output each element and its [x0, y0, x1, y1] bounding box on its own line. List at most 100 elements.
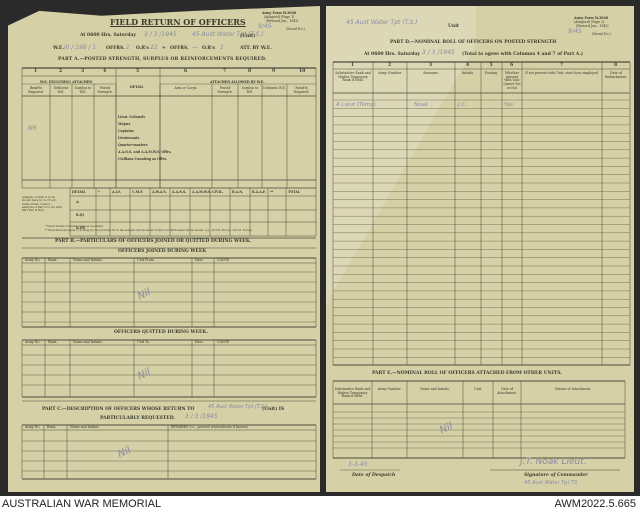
column-number: 2 — [59, 69, 63, 74]
part-e-header: Army Number. — [377, 387, 402, 391]
form-rev: (Revised Jan., 1943) — [266, 19, 299, 23]
column-number: 10 — [299, 69, 306, 74]
left-form-page — [8, 6, 320, 492]
part-a-subheader: Posted Strength. — [97, 86, 113, 94]
joined-title: OFFICERS JOINED DURING WEEK — [118, 249, 207, 254]
part-d-heading: PART D.—NOMINAL ROLL OF OFFICERS ON POST… — [390, 40, 557, 45]
unit-label: (Unit) — [240, 34, 256, 39]
date-handwritten: 3 / 3 /1945 — [144, 31, 177, 38]
offrs-handwritten: 1 — [126, 44, 130, 51]
summary-row-label: A. — [76, 200, 80, 204]
joined-header: Army No. — [25, 258, 41, 262]
signature-label: Signature of Commander — [524, 473, 588, 478]
serial-handwritten: 9/45 — [258, 23, 272, 30]
footnote-1: * Insert details of higher ranks as nece… — [45, 225, 104, 228]
summary-header: A.A.M.W.S. — [192, 190, 212, 194]
footer-bar: AUSTRALIAN WAR MEMORIAL AWM2022.5.665 — [0, 496, 640, 512]
part-c-header: Name and Initials. — [70, 425, 100, 429]
att-label: ATT. BY W.E. — [240, 46, 272, 51]
summary-header: ** — [270, 190, 274, 194]
signature-unit-handwritten: 45 Aust Water Tpt TS — [524, 480, 578, 486]
detail-rank-item: Civilians Counting as Offrs. — [118, 157, 168, 161]
part-e-header: Substantive Rank and Higher Temporary Ra… — [334, 387, 371, 399]
serial-handwritten: 9/45 — [568, 28, 582, 35]
column-number: 1 — [351, 63, 355, 68]
column-number: 9 — [272, 69, 276, 74]
column-number: 3 — [81, 69, 85, 74]
form-title: FIELD RETURN OF OFFICERS — [110, 17, 246, 27]
part-e-header: Date of Attachment. — [497, 387, 517, 395]
detail-rank-item: Quarter-masters — [118, 143, 148, 147]
ors2-label: O.R's — [202, 46, 215, 51]
part-d-header: Date of Embarkment. — [604, 71, 627, 79]
part-c-header: Rank. — [47, 425, 57, 429]
column-number: 7 — [560, 63, 564, 68]
form-number: Army Form W.3008 — [574, 16, 608, 20]
column-number: 1 — [34, 69, 38, 74]
offrs-label: OFFRS. — [106, 46, 125, 51]
summary-row-label: B.(ii) — [76, 226, 86, 230]
right-form-page — [326, 6, 634, 492]
detail-rank-item: A.A.N.S. and A.A.M.W.S. Offrs. — [118, 150, 172, 154]
summary-header: R.A.N. — [232, 190, 244, 194]
part-d-header: Surname. — [423, 71, 439, 75]
offrs2-handwritten: — — [192, 44, 198, 51]
part-a-subheader: Surplus to W.E. — [241, 86, 259, 94]
part-e-heading: PART E.—NOMINAL ROLL OF OFFICERS ATTACHE… — [372, 371, 562, 376]
summary-header: R.A.A.F. — [252, 190, 266, 194]
joined-header: Name and Initials. — [73, 258, 103, 262]
column-number: 2 — [388, 63, 392, 68]
part-c-requested: PARTICULARLY REQUESTED. — [100, 416, 175, 421]
part-d-header: Army Number. — [378, 71, 402, 75]
form-sub: (Adapted) (Page 1) — [264, 15, 295, 19]
summary-header: A.W.A.S. — [152, 190, 167, 194]
quitted-header: CAUSE. — [217, 340, 230, 344]
summary-header: CIVIL. — [212, 190, 224, 194]
summary-note: Analysis of Part A to be shown here by A… — [22, 195, 63, 213]
quitted-header: Date. — [195, 340, 204, 344]
ors-handwritten: 22 — [150, 44, 158, 51]
detail-rank-item: Majors — [118, 122, 131, 126]
column-number: 4 — [103, 69, 107, 74]
part-a-subheader: Posted Strength. — [217, 86, 233, 94]
we-group-header: W.E. EXCLUDING ATTACHED — [40, 80, 93, 84]
form-number: Army Form W.3008 — [262, 11, 296, 15]
detail-rank-item: Lieut.-Colonels — [118, 115, 146, 119]
unit-handwritten: 45 Aust Water Tpt (T.S.) — [192, 31, 264, 38]
despatch-label: Date of Despatch — [352, 473, 396, 478]
column-number: 6 — [510, 63, 514, 68]
detail-rank-item: Lieutenants — [118, 136, 140, 140]
summary-header: C.M.F. — [132, 190, 144, 194]
signature-handwritten: J.T. Noak Lieut. — [520, 457, 587, 467]
part-c-unit-handwritten: 45 Aust Water Tpt (T.S.) — [208, 404, 268, 410]
date-handwritten: 3 / 3 /1945 — [422, 49, 455, 56]
plus-sign: + — [162, 46, 166, 51]
serial-label: (Serial No.) — [286, 27, 305, 31]
part-c-unit-label: (Unit) IS — [262, 407, 285, 412]
joined-header: Unit From. — [137, 258, 155, 262]
column-number: 6 — [184, 69, 188, 74]
column-number: 8 — [614, 63, 618, 68]
part-d-header: Substantive Rank and Higher Temporary Ra… — [335, 71, 371, 83]
unit-handwritten: 45 Aust Water Tpt (T.S.) — [346, 19, 418, 26]
row-1-handwritten-cell: J.C. — [458, 102, 467, 108]
quitted-header: Rank. — [48, 340, 58, 344]
offrs2-label: OFFRS. — [170, 46, 189, 51]
summary-header: * — [98, 190, 100, 194]
part-a-subheader: Arm or Corps. — [174, 86, 198, 90]
part-d-header: If not present with Unit, state how empl… — [525, 71, 599, 75]
part-e-header: Nature of Attachment. — [554, 387, 592, 391]
part-a-subheader: Surplus to W.E. — [74, 86, 92, 94]
at-line: At 0600 Hrs. Saturday — [80, 33, 137, 38]
attached-group-header: ATTACHED ALLOWED BY W.E. — [210, 80, 265, 84]
ors2-handwritten: 1 — [220, 44, 224, 51]
we-handwritten: III / 198 / 1 — [64, 44, 97, 51]
column-number: 5 — [489, 63, 493, 68]
row-1-handwritten-cell: Yes — [504, 102, 514, 108]
joined-header: CAUSE. — [217, 258, 230, 262]
summary-header: TOTAL — [288, 190, 301, 194]
part-d-header: Whether present with Unit (insert Yes or… — [503, 71, 521, 90]
part-e-header: Unit. — [473, 387, 483, 391]
serial-label: (Serial No.) — [592, 32, 611, 36]
